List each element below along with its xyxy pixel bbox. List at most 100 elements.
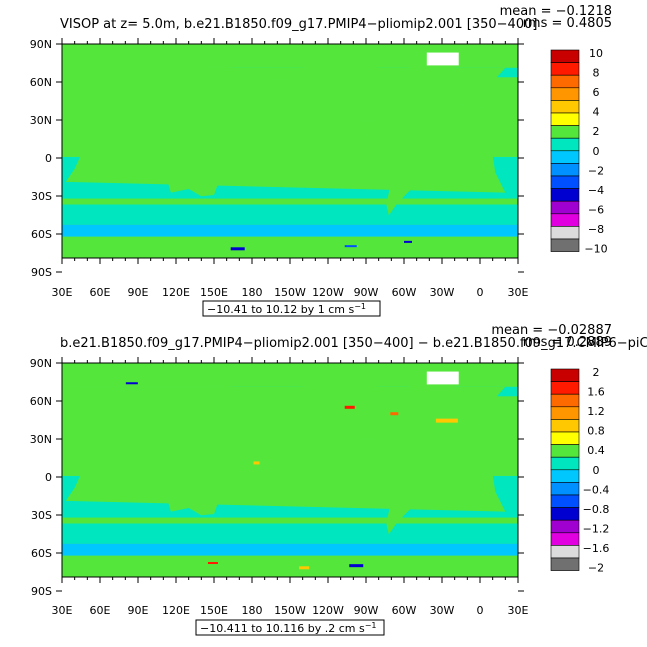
missing-data-patch: [426, 52, 459, 66]
colorbar-swatch: [550, 456, 580, 471]
y-tick-label: 30N: [30, 433, 52, 446]
range-box: [195, 619, 385, 636]
colorbar-swatch: [550, 188, 580, 202]
panel-title: b.e21.B1850.f09_g17.PMIP4−pliomip2.001 […: [60, 336, 647, 351]
colorbar-label: 1.2: [587, 405, 605, 418]
colorbar-label: 6: [593, 86, 600, 99]
field-feature-4: [390, 412, 399, 416]
y-tick-label: 60N: [30, 76, 52, 89]
field-feature-6: [349, 564, 364, 568]
colorbar-swatch: [550, 419, 580, 433]
colorbar-label: 0: [593, 464, 600, 477]
x-tick-label: 180: [242, 604, 263, 617]
x-tick-label: 30E: [52, 286, 73, 299]
colorbar-swatch: [550, 557, 580, 571]
field-band-2: [62, 204, 518, 225]
y-tick-label: 90S: [31, 585, 52, 598]
x-tick-label: 60W: [392, 286, 417, 299]
field-feature-3: [404, 240, 412, 243]
x-tick-label: 60E: [90, 604, 111, 617]
colorbar-label: −1.2: [583, 522, 610, 535]
field-feature-7: [207, 562, 218, 565]
colorbar-swatch: [550, 482, 580, 496]
range-exponent: −1: [354, 302, 366, 311]
y-tick-label: 90N: [30, 38, 52, 51]
colorbar-swatch: [550, 200, 580, 215]
colorbar: 2 1.6 1.2 0.8 0.4 0 −0.4 −0.8 −1.2 −1.6 −2: [550, 366, 610, 575]
colorbar-swatch: [550, 226, 580, 240]
mean-value: mean = −0.02887: [491, 323, 612, 338]
range-exponent: −1: [365, 621, 377, 630]
range-box: [202, 300, 381, 317]
colorbar-swatch: [550, 175, 580, 189]
x-tick-label: 90W: [354, 604, 379, 617]
colorbar-label: 8: [593, 67, 600, 80]
field-feature-1: [230, 247, 245, 251]
x-tick-label: 180: [242, 286, 263, 299]
land-5: [267, 384, 411, 461]
y-tick-label: 30N: [30, 114, 52, 127]
colorbar-swatch: [550, 74, 580, 89]
colorbar-swatch: [550, 507, 580, 521]
colorbar-label: 0.8: [587, 425, 605, 438]
colorbar-swatch: [550, 431, 580, 445]
x-tick-label: 120W: [312, 604, 344, 617]
x-tick-label: 120E: [162, 604, 190, 617]
mean-value: mean = −0.1218: [500, 4, 612, 19]
map-panel-2: 30E 60E 90E 120E 150E 180 150W 120W 90W 60W 30W 0 30…: [30, 323, 647, 636]
land-5: [267, 65, 411, 142]
y-tick-label: 60S: [31, 547, 52, 560]
colorbar-swatch: [550, 494, 580, 508]
colorbar-swatch: [550, 444, 580, 458]
colorbar-label: 2: [593, 125, 600, 138]
x-tick-label: 0: [477, 604, 484, 617]
x-tick-label: 120E: [162, 286, 190, 299]
x-tick-label: 150W: [274, 604, 306, 617]
range-text: −10.411 to 10.116 by .2 cm s−1: [200, 621, 377, 635]
colorbar-swatch: [550, 368, 580, 382]
x-tick-label: 60E: [90, 286, 111, 299]
field-band-2: [62, 523, 518, 544]
field-feature-2: [344, 405, 355, 409]
field-band-3: [62, 543, 518, 556]
colorbar-swatch: [550, 100, 580, 114]
x-tick-label: 0: [477, 286, 484, 299]
x-tick-label: 30W: [430, 604, 455, 617]
colorbar-label: −0.4: [583, 483, 610, 496]
colorbar: 10 8 6 4 2 0 −2 −4 −6 −8 −10: [550, 47, 608, 256]
colorbar-swatch: [550, 519, 580, 534]
x-tick-label: 150E: [200, 286, 228, 299]
y-tick-label: 90S: [31, 266, 52, 279]
x-tick-label: 30E: [508, 604, 529, 617]
field-feature-2: [344, 245, 357, 248]
colorbar-label: 10: [589, 47, 603, 60]
field-band-3: [62, 224, 518, 237]
range-text: −10.41 to 10.12 by 1 cm s−1: [207, 302, 366, 316]
rms-value: rms = 0.4805: [523, 16, 612, 31]
colorbar-label: 0.4: [587, 444, 605, 457]
x-tick-label: 90W: [354, 286, 379, 299]
x-tick-label: 60W: [392, 604, 417, 617]
field-feature-8: [253, 461, 260, 465]
colorbar-swatch: [550, 238, 580, 252]
y-tick-label: 30S: [31, 190, 52, 203]
colorbar-swatch: [550, 393, 580, 408]
colorbar-swatch: [550, 163, 580, 177]
x-tick-label: 90E: [128, 286, 149, 299]
x-tick-label: 30E: [52, 604, 73, 617]
y-tick-label: 0: [45, 152, 52, 165]
x-tick-label: 120W: [312, 286, 344, 299]
colorbar-label: −6: [588, 203, 604, 216]
colorbar-swatch: [550, 62, 580, 76]
colorbar-label: −8: [588, 223, 604, 236]
colorbar-label: 2: [593, 366, 600, 379]
x-tick-label: 30W: [430, 286, 455, 299]
missing-data-patch: [426, 371, 459, 385]
colorbar-label: −2: [588, 164, 604, 177]
colorbar-swatch: [550, 137, 580, 152]
field-feature-3: [435, 418, 458, 423]
x-tick-label: 150E: [200, 604, 228, 617]
colorbar-label: 4: [593, 106, 600, 119]
land-6: [377, 455, 436, 535]
